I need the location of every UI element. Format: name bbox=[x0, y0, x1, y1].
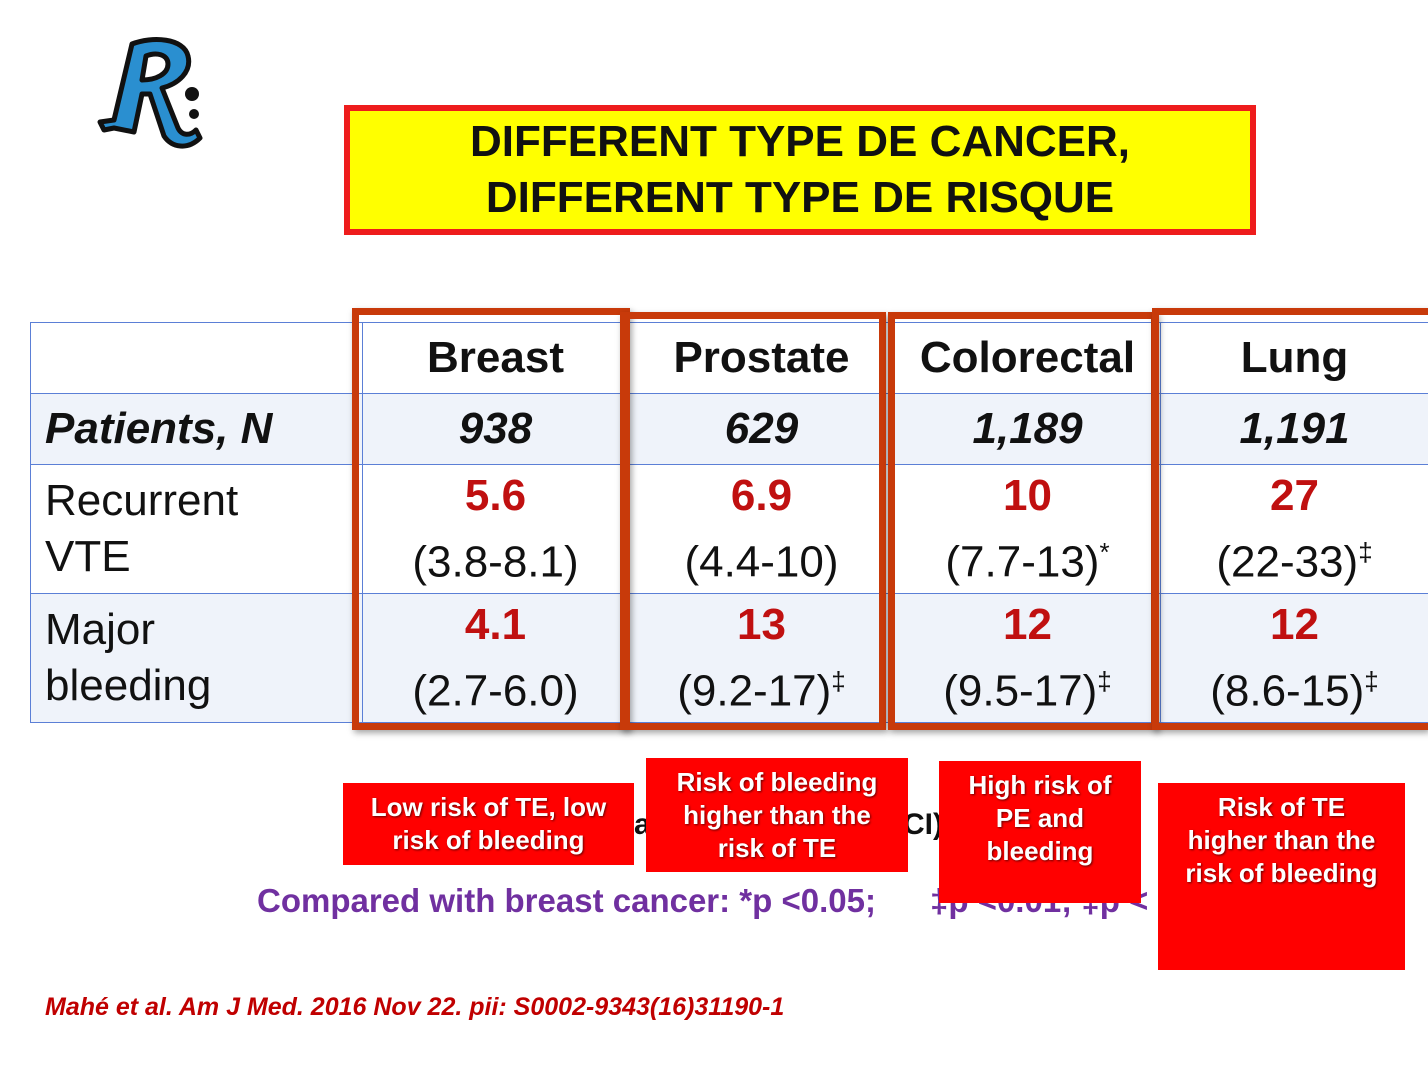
header-empty-cell bbox=[30, 322, 363, 394]
column-header-prostate: Prostate bbox=[628, 322, 895, 394]
vte-breast-cell: 5.6 (3.8-8.1) bbox=[362, 464, 629, 594]
bleed-prostate-cell: 13 (9.2-17)‡ bbox=[628, 593, 895, 723]
vte-colorectal-ci: (7.7-13)* bbox=[945, 536, 1110, 587]
bleed-lung-ci: (8.6-15)‡ bbox=[1210, 665, 1379, 716]
bleed-lung-rate: 12 bbox=[1270, 599, 1319, 649]
vte-colorectal-rate: 10 bbox=[1003, 470, 1052, 520]
callout-colorectal-line-2: PE and bbox=[995, 803, 1085, 833]
recurrent-vte-row: Recurrent VTE 5.6 (3.8-8.1) 6.9 (4.4-10)… bbox=[30, 464, 1428, 594]
colorectal-column-frame bbox=[888, 312, 1158, 730]
vte-lung-rate: 27 bbox=[1270, 470, 1319, 520]
recurrent-vte-label: Recurrent VTE bbox=[30, 464, 363, 594]
column-header-lung: Lung bbox=[1160, 322, 1428, 394]
patients-breast: 938 bbox=[362, 393, 629, 465]
bleed-prostate-rate: 13 bbox=[737, 599, 786, 649]
callout-prostate-line-2: higher than the bbox=[683, 800, 871, 830]
bleed-colorectal-ci: (9.5-17)‡ bbox=[943, 665, 1112, 716]
vte-lung-ci: (22-33)‡ bbox=[1216, 536, 1373, 587]
bleed-colorectal-rate: 12 bbox=[1003, 599, 1052, 649]
major-bleeding-label: Major bleeding bbox=[30, 593, 363, 723]
prostate-column-frame bbox=[620, 312, 886, 730]
callout-lung-line-2: higher than the bbox=[1187, 825, 1376, 855]
header-row: Breast Prostate Colorectal Lung bbox=[30, 322, 1428, 394]
callout-colorectal: High risk of PE and bleeding bbox=[939, 761, 1141, 903]
major-bleeding-label-line-1: Major bbox=[45, 605, 156, 654]
patients-lung: 1,191 bbox=[1160, 393, 1428, 465]
vte-colorectal-cell: 10 (7.7-13)* bbox=[894, 464, 1161, 594]
footnote-fragment-right: CI) bbox=[903, 808, 943, 841]
vte-prostate-rate: 6.9 bbox=[730, 470, 793, 520]
callout-prostate-line-1: Risk of bleeding bbox=[676, 767, 878, 797]
callout-lung: Risk of TE higher than the risk of bleed… bbox=[1158, 783, 1405, 970]
title-line-2: DIFFERENT TYPE DE RISQUE bbox=[485, 173, 1115, 222]
title-banner: DIFFERENT TYPE DE CANCER, DIFFERENT TYPE… bbox=[344, 105, 1256, 235]
vte-prostate-ci: (4.4-10) bbox=[684, 537, 839, 587]
patients-label: Patients, N bbox=[30, 393, 363, 465]
bleed-breast-ci: (2.7-6.0) bbox=[412, 666, 579, 716]
bleed-breast-rate: 4.1 bbox=[464, 599, 527, 649]
logo-r-icon bbox=[97, 37, 203, 149]
comparison-note: Compared with breast cancer: *p <0.05; bbox=[257, 882, 876, 919]
bleed-prostate-ci: (9.2-17)‡ bbox=[677, 665, 846, 716]
callout-breast-line-1: Low risk of TE, low bbox=[370, 792, 607, 822]
breast-column-frame bbox=[352, 308, 630, 730]
bleed-lung-cell: 12 (8.6-15)‡ bbox=[1160, 593, 1428, 723]
vte-breast-ci: (3.8-8.1) bbox=[412, 537, 579, 587]
major-bleeding-label-line-2: bleeding bbox=[45, 661, 212, 710]
vte-lung-cell: 27 (22-33)‡ bbox=[1160, 464, 1428, 594]
citation: Mahé et al. Am J Med. 2016 Nov 22. pii: … bbox=[45, 993, 785, 1021]
callout-prostate: Risk of bleeding higher than the risk of… bbox=[646, 758, 908, 872]
callout-prostate-line-3: risk of TE bbox=[717, 833, 837, 863]
callout-breast: Low risk of TE, low risk of bleeding bbox=[343, 783, 634, 865]
recurrent-vte-label-line-2: VTE bbox=[45, 532, 131, 581]
callout-colorectal-line-3: bleeding bbox=[986, 836, 1094, 866]
callout-lung-line-1: Risk of TE bbox=[1217, 792, 1346, 822]
callout-colorectal-line-1: High risk of bbox=[968, 770, 1112, 800]
major-bleeding-row: Major bleeding 4.1 (2.7-6.0) 13 (9.2-17)… bbox=[30, 593, 1428, 723]
cancer-risk-table: Breast Prostate Colorectal Lung Patients… bbox=[30, 322, 1428, 723]
patients-prostate: 629 bbox=[628, 393, 895, 465]
callout-breast-line-2: risk of bleeding bbox=[392, 825, 585, 855]
bleed-breast-cell: 4.1 (2.7-6.0) bbox=[362, 593, 629, 723]
vte-prostate-cell: 6.9 (4.4-10) bbox=[628, 464, 895, 594]
callout-lung-line-3: risk of bleeding bbox=[1185, 858, 1378, 888]
vte-breast-rate: 5.6 bbox=[464, 470, 527, 520]
column-header-colorectal: Colorectal bbox=[894, 322, 1161, 394]
recurrent-vte-label-line-1: Recurrent bbox=[45, 476, 239, 525]
title-line-1: DIFFERENT TYPE DE CANCER, bbox=[469, 117, 1131, 166]
lung-column-frame bbox=[1152, 308, 1428, 730]
bleed-colorectal-cell: 12 (9.5-17)‡ bbox=[894, 593, 1161, 723]
